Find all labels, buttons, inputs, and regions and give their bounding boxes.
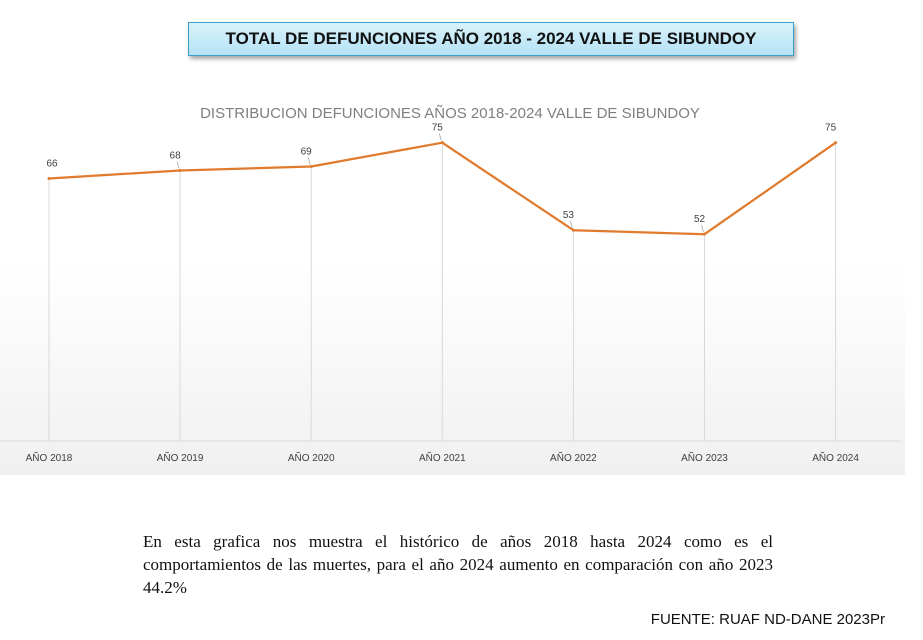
chart-title: DISTRIBUCION DEFUNCIONES AÑOS 2018-2024 … [200, 105, 700, 122]
data-label: 69 [301, 147, 313, 158]
x-tick-label: AÑO 2020 [288, 451, 335, 464]
data-label: 68 [170, 151, 182, 162]
data-point [834, 141, 838, 145]
x-tick-label: AÑO 2019 [157, 451, 204, 464]
data-point [178, 169, 182, 173]
data-point [571, 228, 575, 232]
caption-text: En esta grafica nos muestra el histórico… [143, 532, 773, 597]
x-tick-label: AÑO 2023 [681, 451, 728, 464]
label-leader [438, 133, 442, 141]
data-point [47, 176, 51, 180]
chart-area [0, 90, 905, 475]
data-label: 66 [46, 158, 58, 169]
data-point [703, 232, 706, 236]
data-label: 52 [694, 214, 706, 225]
data-label: 75 [432, 123, 444, 134]
title-banner: TOTAL DE DEFUNCIONES AÑO 2018 - 2024 VAL… [188, 22, 794, 56]
data-point [440, 141, 444, 145]
x-tick-label: AÑO 2022 [550, 451, 597, 464]
source-note: FUENTE: RUAF ND-DANE 2023Pr [650, 611, 885, 628]
banner-title: TOTAL DE DEFUNCIONES AÑO 2018 - 2024 VAL… [225, 29, 757, 48]
label-leader [570, 221, 573, 229]
data-point [309, 165, 313, 169]
x-tick-label: AÑO 2018 [26, 451, 73, 464]
label-leader [701, 225, 704, 233]
x-tick-label: AÑO 2024 [812, 451, 859, 464]
x-tick-label: AÑO 2021 [419, 451, 466, 464]
label-leader [307, 157, 311, 165]
data-label: 75 [825, 123, 837, 134]
data-label: 53 [563, 210, 575, 221]
label-leader [176, 161, 180, 169]
